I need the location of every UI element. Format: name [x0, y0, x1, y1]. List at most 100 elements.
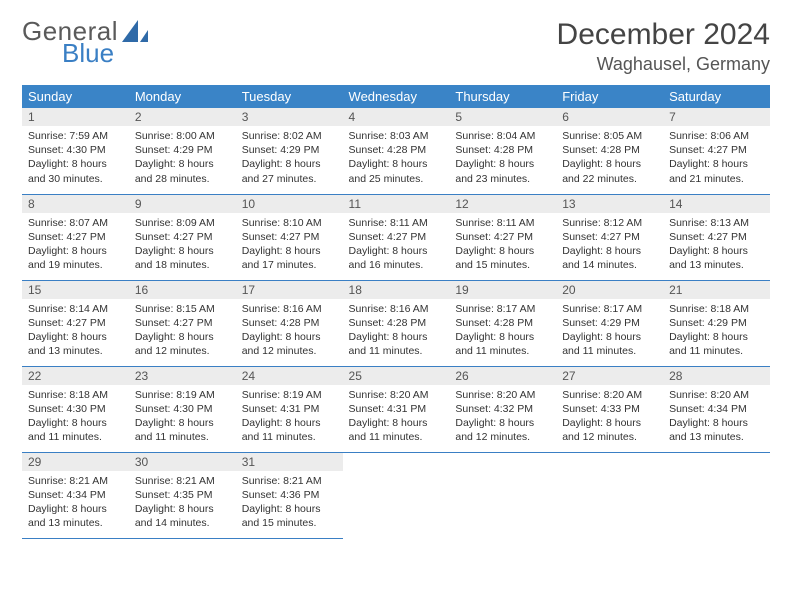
day-number: 16 [129, 281, 236, 299]
daylight-line: Daylight: 8 hours and 30 minutes. [28, 157, 123, 185]
calendar-cell: 8Sunrise: 8:07 AMSunset: 4:27 PMDaylight… [22, 194, 129, 280]
sunset-line: Sunset: 4:28 PM [455, 316, 550, 330]
sunset-line: Sunset: 4:27 PM [455, 230, 550, 244]
day-number: 3 [236, 108, 343, 126]
sunrise-line: Sunrise: 8:18 AM [669, 302, 764, 316]
calendar-cell: 1Sunrise: 7:59 AMSunset: 4:30 PMDaylight… [22, 108, 129, 194]
day-details: Sunrise: 8:20 AMSunset: 4:31 PMDaylight:… [343, 385, 450, 449]
day-details: Sunrise: 8:20 AMSunset: 4:34 PMDaylight:… [663, 385, 770, 449]
sunrise-line: Sunrise: 8:13 AM [669, 216, 764, 230]
sunset-line: Sunset: 4:30 PM [28, 402, 123, 416]
brand-logo: General Blue [22, 18, 148, 66]
sunset-line: Sunset: 4:34 PM [669, 402, 764, 416]
brand-word-2: Blue [62, 40, 148, 66]
day-details: Sunrise: 8:05 AMSunset: 4:28 PMDaylight:… [556, 126, 663, 190]
weekday-header: Saturday [663, 85, 770, 108]
sunrise-line: Sunrise: 8:20 AM [455, 388, 550, 402]
daylight-line: Daylight: 8 hours and 11 minutes. [349, 330, 444, 358]
location-label: Waghausel, Germany [557, 54, 770, 75]
title-block: December 2024 Waghausel, Germany [557, 18, 770, 75]
sunset-line: Sunset: 4:34 PM [28, 488, 123, 502]
daylight-line: Daylight: 8 hours and 11 minutes. [242, 416, 337, 444]
weekday-header: Monday [129, 85, 236, 108]
calendar-row: 22Sunrise: 8:18 AMSunset: 4:30 PMDayligh… [22, 366, 770, 452]
daylight-line: Daylight: 8 hours and 21 minutes. [669, 157, 764, 185]
day-number: 27 [556, 367, 663, 385]
sunrise-line: Sunrise: 8:21 AM [242, 474, 337, 488]
sunset-line: Sunset: 4:29 PM [669, 316, 764, 330]
sunset-line: Sunset: 4:28 PM [562, 143, 657, 157]
day-number: 26 [449, 367, 556, 385]
sunset-line: Sunset: 4:27 PM [669, 230, 764, 244]
day-number: 31 [236, 453, 343, 471]
calendar-cell: 29Sunrise: 8:21 AMSunset: 4:34 PMDayligh… [22, 452, 129, 538]
day-number: 13 [556, 195, 663, 213]
sunrise-line: Sunrise: 8:10 AM [242, 216, 337, 230]
day-number: 20 [556, 281, 663, 299]
sunset-line: Sunset: 4:27 PM [28, 230, 123, 244]
calendar-cell: 5Sunrise: 8:04 AMSunset: 4:28 PMDaylight… [449, 108, 556, 194]
calendar-cell: 11Sunrise: 8:11 AMSunset: 4:27 PMDayligh… [343, 194, 450, 280]
sunset-line: Sunset: 4:30 PM [28, 143, 123, 157]
daylight-line: Daylight: 8 hours and 13 minutes. [28, 502, 123, 530]
day-number: 9 [129, 195, 236, 213]
page-header: General Blue December 2024 Waghausel, Ge… [22, 18, 770, 75]
calendar-cell: 24Sunrise: 8:19 AMSunset: 4:31 PMDayligh… [236, 366, 343, 452]
calendar-cell: 22 Sunrise: 8:18 AMSunset: 4:30 PMDayligh… [22, 366, 129, 452]
sunrise-line: Sunrise: 8:18 AM [28, 388, 123, 402]
day-number: 1 [22, 108, 129, 126]
day-details: Sunrise: 8:20 AMSunset: 4:32 PMDaylight:… [449, 385, 556, 449]
daylight-line: Daylight: 8 hours and 11 minutes. [455, 330, 550, 358]
day-details: Sunrise: 8:09 AMSunset: 4:27 PMDaylight:… [129, 213, 236, 277]
month-title: December 2024 [557, 18, 770, 52]
day-number: 30 [129, 453, 236, 471]
day-number: 22 [22, 367, 129, 385]
daylight-line: Daylight: 8 hours and 13 minutes. [28, 330, 123, 358]
day-details: Sunrise: 8:21 AMSunset: 4:34 PMDaylight:… [22, 471, 129, 535]
calendar-cell: 14Sunrise: 8:13 AMSunset: 4:27 PMDayligh… [663, 194, 770, 280]
day-details: Sunrise: 8:19 AMSunset: 4:31 PMDaylight:… [236, 385, 343, 449]
sunset-line: Sunset: 4:36 PM [242, 488, 337, 502]
daylight-line: Daylight: 8 hours and 11 minutes. [28, 416, 123, 444]
calendar-body: 1Sunrise: 7:59 AMSunset: 4:30 PMDaylight… [22, 108, 770, 538]
calendar-cell: 9Sunrise: 8:09 AMSunset: 4:27 PMDaylight… [129, 194, 236, 280]
daylight-line: Daylight: 8 hours and 14 minutes. [562, 244, 657, 272]
daylight-line: Daylight: 8 hours and 13 minutes. [669, 244, 764, 272]
sunset-line: Sunset: 4:27 PM [669, 143, 764, 157]
day-number: 15 [22, 281, 129, 299]
daylight-line: Daylight: 8 hours and 25 minutes. [349, 157, 444, 185]
sunset-line: Sunset: 4:30 PM [135, 402, 230, 416]
daylight-line: Daylight: 8 hours and 19 minutes. [28, 244, 123, 272]
sunset-line: Sunset: 4:27 PM [562, 230, 657, 244]
daylight-line: Daylight: 8 hours and 15 minutes. [455, 244, 550, 272]
sunrise-line: Sunrise: 8:15 AM [135, 302, 230, 316]
day-details: Sunrise: 8:17 AMSunset: 4:29 PMDaylight:… [556, 299, 663, 363]
sunset-line: Sunset: 4:31 PM [242, 402, 337, 416]
sunrise-line: Sunrise: 8:19 AM [242, 388, 337, 402]
daylight-line: Daylight: 8 hours and 18 minutes. [135, 244, 230, 272]
day-number: 6 [556, 108, 663, 126]
sunrise-line: Sunrise: 8:02 AM [242, 129, 337, 143]
weekday-header: Wednesday [343, 85, 450, 108]
day-number: 23 [129, 367, 236, 385]
sunset-line: Sunset: 4:27 PM [135, 230, 230, 244]
sunrise-line: Sunrise: 8:17 AM [562, 302, 657, 316]
day-details: Sunrise: 8:17 AMSunset: 4:28 PMDaylight:… [449, 299, 556, 363]
sunrise-line: Sunrise: 8:05 AM [562, 129, 657, 143]
sunset-line: Sunset: 4:28 PM [349, 143, 444, 157]
day-number: 29 [22, 453, 129, 471]
day-details: Sunrise: 8:02 AMSunset: 4:29 PMDaylight:… [236, 126, 343, 190]
sunrise-line: Sunrise: 8:16 AM [242, 302, 337, 316]
day-details: Sunrise: 8:04 AMSunset: 4:28 PMDaylight:… [449, 126, 556, 190]
calendar-cell: 31Sunrise: 8:21 AMSunset: 4:36 PMDayligh… [236, 452, 343, 538]
calendar-cell: . [663, 452, 770, 538]
calendar-cell: 13Sunrise: 8:12 AMSunset: 4:27 PMDayligh… [556, 194, 663, 280]
weekday-header: Tuesday [236, 85, 343, 108]
day-details: Sunrise: 8:00 AMSunset: 4:29 PMDaylight:… [129, 126, 236, 190]
sunrise-line: Sunrise: 8:14 AM [28, 302, 123, 316]
day-details: Sunrise: 8:20 AMSunset: 4:33 PMDaylight:… [556, 385, 663, 449]
sunrise-line: Sunrise: 8:16 AM [349, 302, 444, 316]
weekday-header: Thursday [449, 85, 556, 108]
day-details: Sunrise: 8:13 AMSunset: 4:27 PMDaylight:… [663, 213, 770, 277]
calendar-cell: . [556, 452, 663, 538]
